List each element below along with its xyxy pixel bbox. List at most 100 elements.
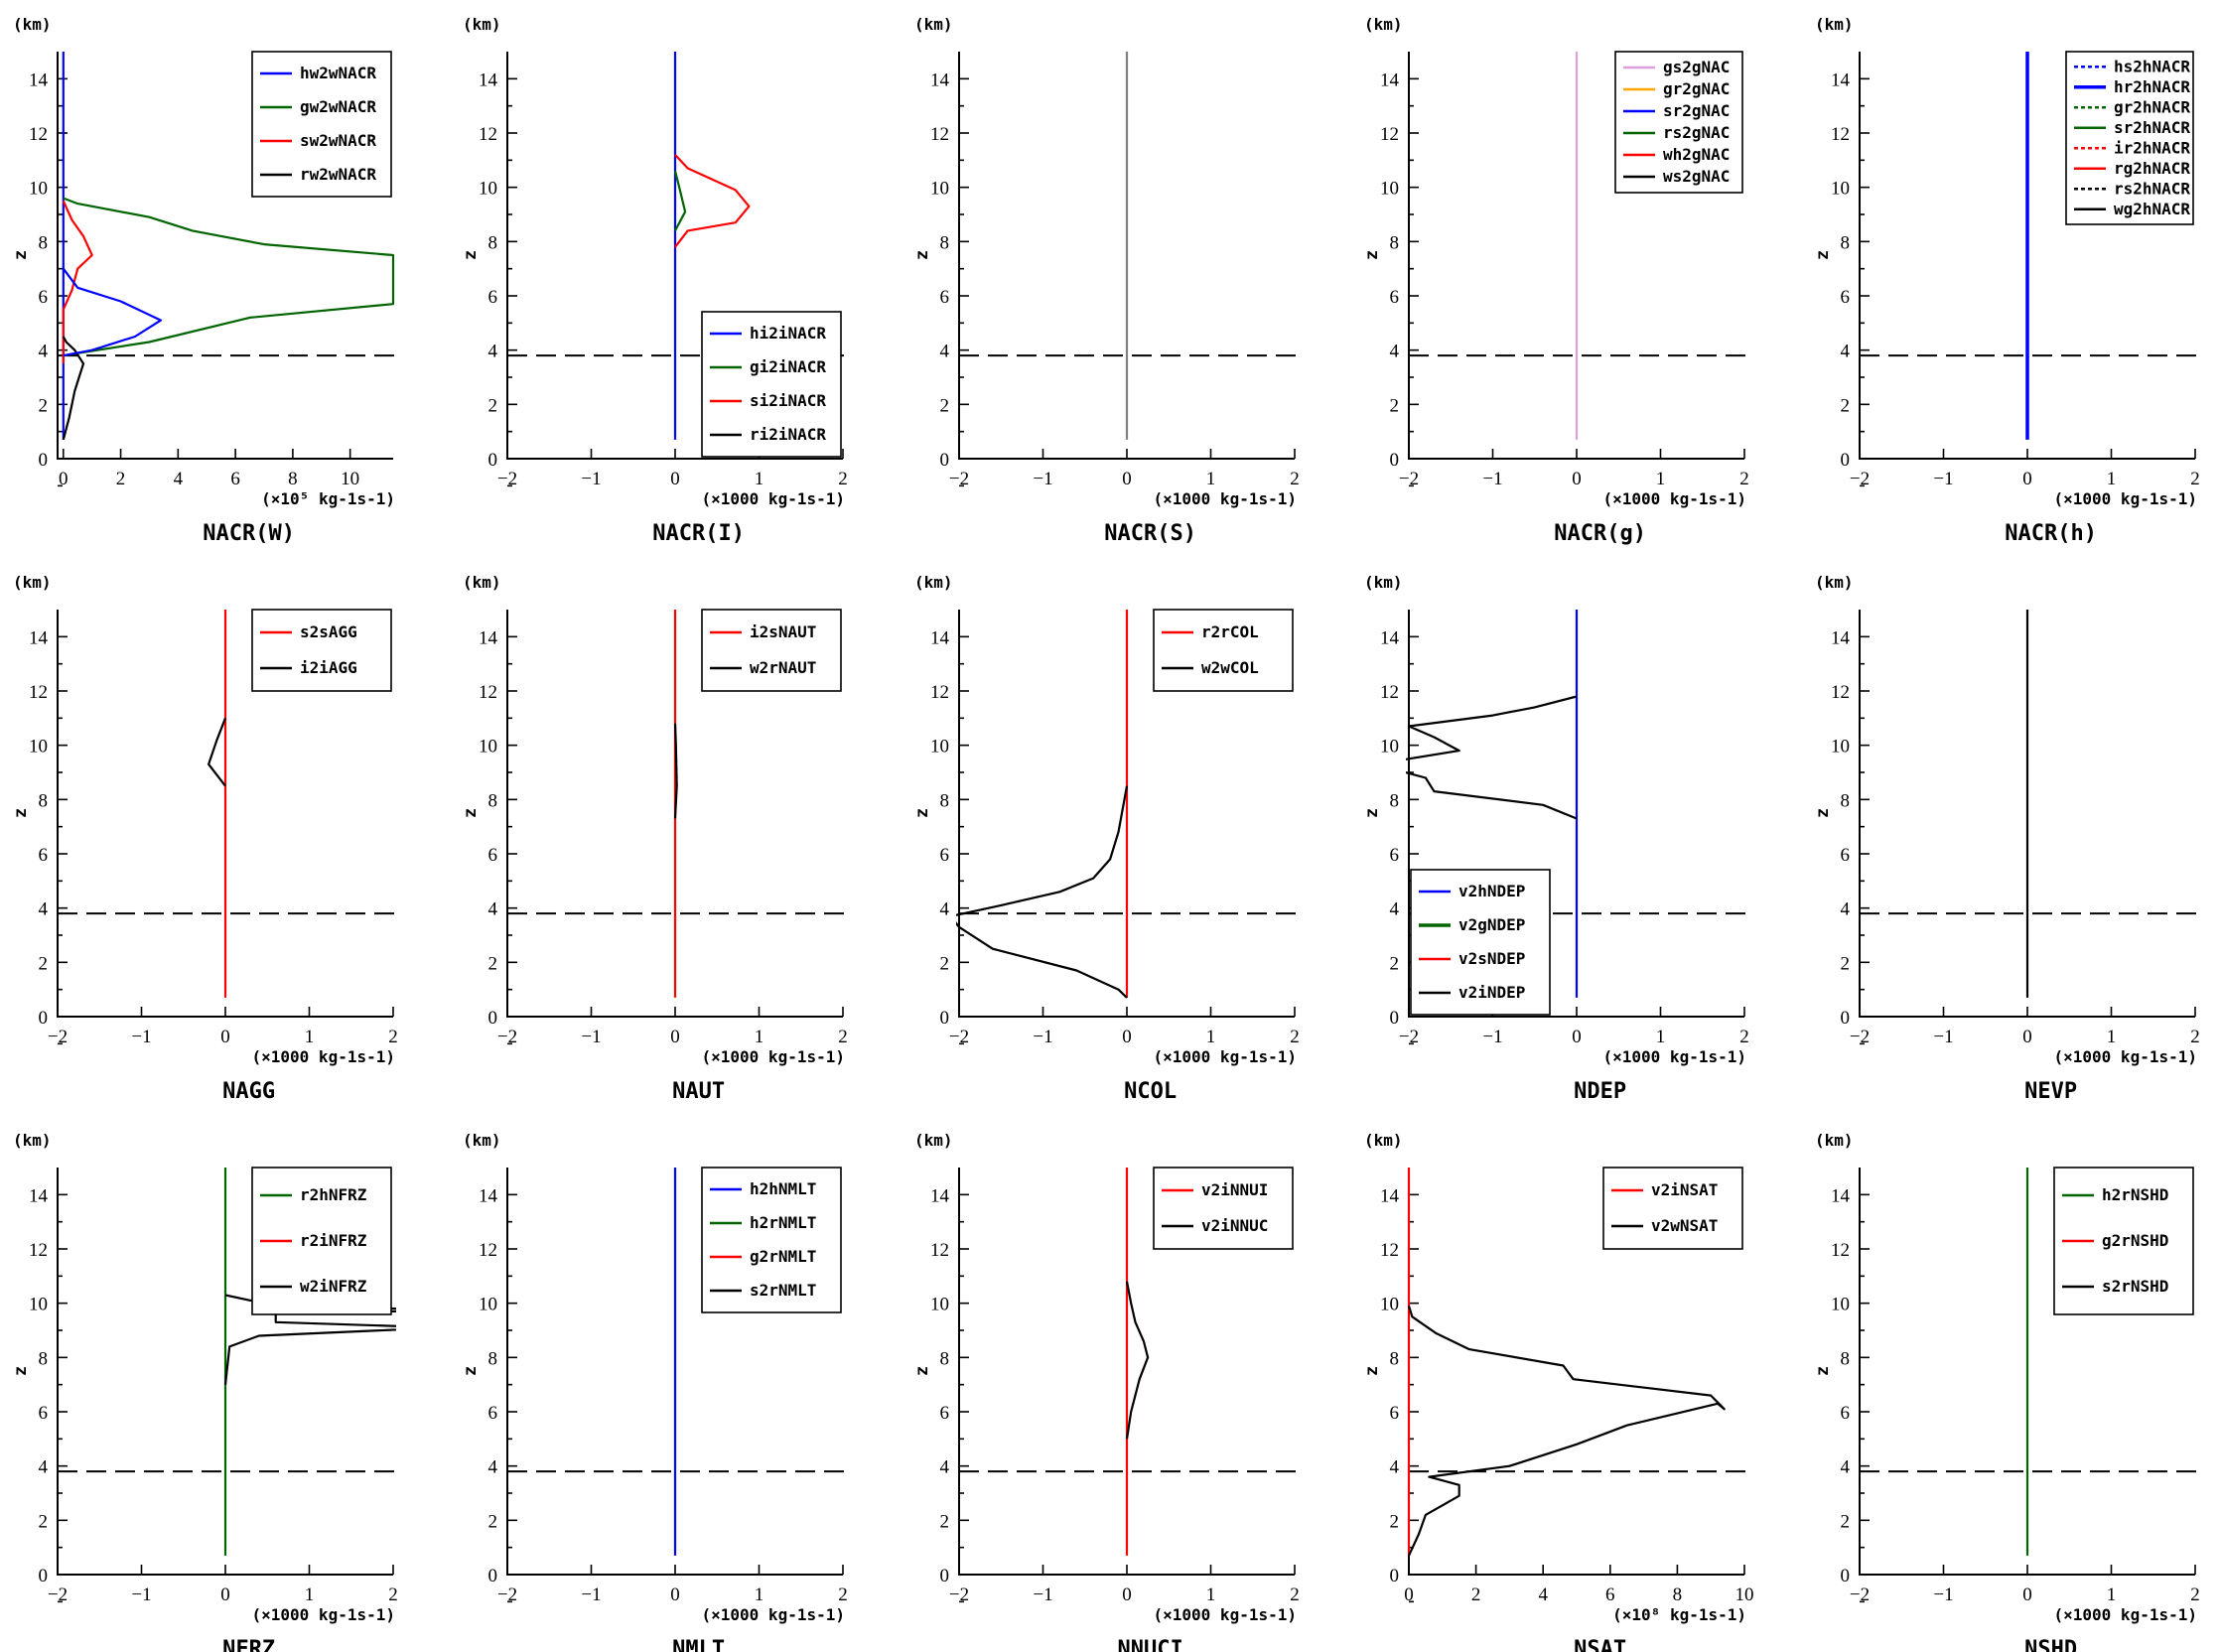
x-tick-label: 0 [670,1027,680,1047]
y-unit-label: (km) [463,1131,501,1150]
panel-title: NNUCI [1118,1637,1183,1652]
y-tick-label: 4 [940,1457,950,1478]
panel-title: NAUT [672,1079,725,1104]
x-unit-label: (×10⁸ kg-1s-1) [1612,1605,1746,1624]
y-tick-label: 12 [1380,682,1399,703]
x-tick-label: 0 [1572,1027,1582,1047]
y-tick-label: 6 [39,845,49,866]
y-unit-label: (km) [914,15,953,34]
legend-label: gs2gNAC [1663,58,1730,76]
panel-nagg: 0 2 4 6 8 10 12 14 −2 −1 0 1 2 (km) z (×1000 kg-1s-1) NA… [0,558,437,1104]
y-tick-label: 14 [930,69,950,90]
series-line-rw2wNACR [62,336,85,441]
legend-label: rw2wNACR [300,165,376,184]
y-unit-label: (km) [13,15,52,34]
y-unit-label: (km) [1364,573,1403,592]
x-tick-label: 1 [1206,469,1216,489]
y-tick-label: 4 [1390,899,1400,920]
legend: s2sAGG i2iAGG [251,609,392,692]
chart-svg: 0 2 4 6 8 10 12 14 0 2 4 6 8 10 (km) z (×10⁸ kg-1s-1) NSA… [1362,1131,1754,1652]
y-tick-label: 6 [1841,287,1851,308]
x-tick-label: 0 [220,1027,230,1047]
x-tick-label: 0 [1122,1027,1132,1047]
chart-svg: 0 2 4 6 8 10 12 14 0 2 4 6 8 10 (km) z (×10⁵ kg-1s-1) NAC… [11,15,399,546]
x-tick-label: 1 [755,469,764,489]
y-unit-label: (km) [13,1131,52,1150]
y-axis-label: z [912,1366,932,1376]
panel-title: NCOL [1124,1079,1177,1104]
x-tick-label: −2 [1850,469,1870,489]
legend-label: wh2gNAC [1663,145,1730,164]
x-tick-label: 0 [59,469,69,489]
x-tick-label: 2 [838,469,848,489]
x-tick-label: 1 [755,1584,764,1605]
legend-label: s2rNSHD [2102,1277,2168,1296]
y-tick-label: 12 [1831,1240,1850,1261]
x-tick-label: −2 [497,1027,517,1047]
y-unit-label: (km) [1364,15,1403,34]
y-tick-label: 14 [479,1185,498,1206]
panel-nacr_i: 0 2 4 6 8 10 12 14 −2 −1 0 1 2 (km) z (×1000 kg-1s-1) NA… [450,0,887,546]
x-tick-label: 2 [116,469,126,489]
y-tick-label: 6 [1841,1403,1851,1424]
y-tick-label: 2 [940,1511,950,1532]
x-tick-label: −1 [1933,469,1953,489]
y-tick-label: 14 [1380,69,1400,90]
legend-label: rs2hNACR [2114,179,2190,198]
y-unit-label: (km) [914,573,953,592]
y-tick-label: 4 [1841,1457,1851,1478]
y-tick-label: 6 [488,287,498,308]
y-unit-label: (km) [1815,573,1854,592]
y-unit-label: (km) [13,573,52,592]
x-tick-label: −1 [1033,1027,1052,1047]
legend-label: w2iNFRZ [300,1277,367,1296]
x-tick-label: 1 [1656,469,1666,489]
panel-title: NDEP [1574,1079,1626,1104]
panel-naut: 0 2 4 6 8 10 12 14 −2 −1 0 1 2 (km) z (×1000 kg-1s-1) NA… [450,558,887,1104]
legend-label: sr2hNACR [2114,118,2190,137]
panel-nmlt: 0 2 4 6 8 10 12 14 −2 −1 0 1 2 (km) z (×1000 kg-1s-1) NM… [450,1116,887,1652]
y-tick-label: 6 [1390,1403,1400,1424]
legend-box [1602,1167,1743,1250]
y-axis-label: z [1813,1366,1833,1376]
y-tick-label: 2 [39,1511,49,1532]
y-tick-label: 10 [479,179,497,200]
y-tick-label: 4 [488,342,498,362]
y-tick-label: 6 [488,845,498,866]
legend-box [1614,51,1743,194]
legend-label: v2hNDEP [1458,882,1525,900]
x-unit-label: (×10⁵ kg-1s-1) [261,489,395,508]
legend-label: sr2gNAC [1663,101,1730,120]
x-tick-label: 2 [1739,469,1749,489]
y-tick-label: 6 [940,1403,950,1424]
x-tick-label: −2 [497,469,517,489]
legend-box [251,51,392,198]
series-line-si2iNACR [674,154,751,248]
y-axis-label: z [461,250,481,260]
legend-label: h2rNSHD [2102,1185,2168,1204]
y-tick-label: 6 [940,287,950,308]
y-tick-label: 12 [1380,1240,1399,1261]
y-tick-label: 4 [940,342,950,362]
y-tick-label: 14 [479,69,498,90]
y-tick-label: 2 [940,953,950,974]
legend-label: hw2wNACR [300,64,376,82]
x-tick-label: 1 [2107,1027,2117,1047]
y-tick-label: 8 [1841,790,1851,811]
y-tick-label: 6 [1841,845,1851,866]
y-tick-label: 0 [940,450,950,471]
panel-nacr_h: 0 2 4 6 8 10 12 14 −2 −1 0 1 2 (km) z (×1000 kg-1s-1) NA… [1802,0,2220,546]
series-line-gw2wNACR [63,197,395,357]
legend-label: ws2gNAC [1663,167,1730,186]
x-tick-label: −1 [131,1027,151,1047]
y-tick-label: 8 [1390,1348,1400,1369]
y-tick-label: 12 [29,1240,48,1261]
legend-label: rs2gNAC [1663,123,1730,142]
y-tick-label: 0 [39,1566,49,1586]
legend-box [701,609,842,692]
legend-label: h2hNMLT [750,1179,816,1198]
x-unit-label: (×1000 kg-1s-1) [702,489,846,508]
legend-label: v2wNSAT [1651,1216,1718,1235]
